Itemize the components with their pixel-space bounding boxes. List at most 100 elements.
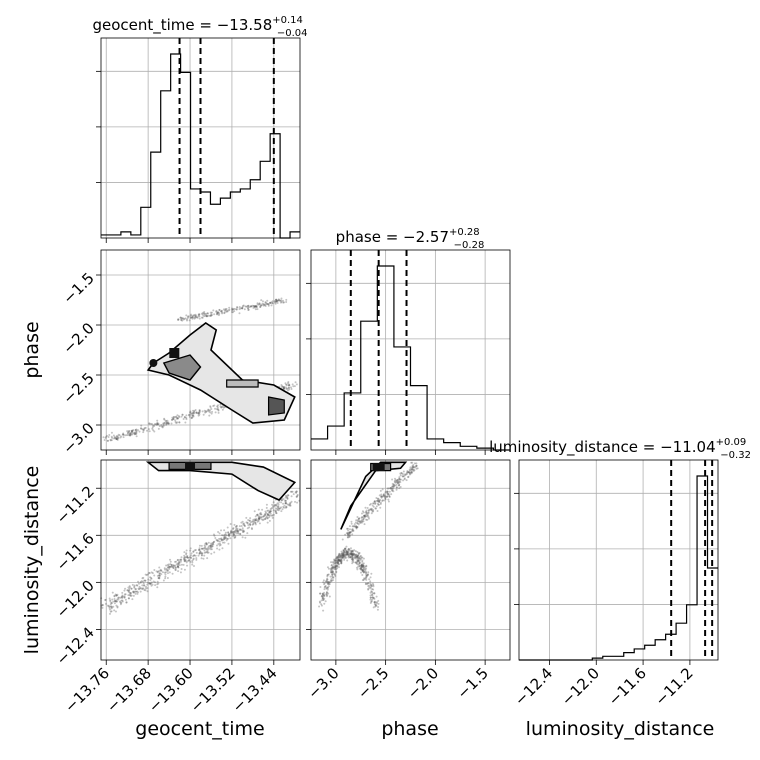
panel-luminosity-distance-vs-geocent-time-sample [220, 529, 223, 532]
panel-luminosity-distance-vs-phase-sample [330, 561, 333, 564]
panel-luminosity-distance-vs-phase-sample [356, 520, 359, 523]
panel-luminosity-distance-vs-geocent-time-sample [212, 541, 215, 544]
panel-phase-vs-geocent-time-sample [247, 307, 250, 310]
panel-phase-vs-geocent-time-sample [293, 385, 296, 388]
panel-phase-vs-geocent-time-sample [158, 425, 161, 428]
panel-phase-vs-geocent-time-contour-outer [146, 322, 296, 424]
panel-luminosity-distance-vs-geocent-time-sample [223, 537, 226, 540]
panel-luminosity-distance-vs-geocent-time-sample [118, 600, 121, 603]
panel-luminosity-distance-vs-phase-sample [391, 485, 394, 488]
panel-phase-vs-geocent-time-sample [201, 316, 204, 319]
panel-luminosity-distance-vs-phase-sample [372, 585, 375, 588]
panel-luminosity-distance-vs-geocent-time-sample [189, 560, 192, 563]
panel-phase-vs-geocent-time-contour-mid [162, 354, 202, 381]
panel-luminosity-distance-vs-phase-sample [372, 596, 375, 599]
panel-luminosity-distance-vs-phase-sample [361, 568, 364, 571]
panel-luminosity-distance-vs-phase-sample [343, 558, 346, 561]
panel-luminosity-distance-vs-phase-sample [366, 574, 369, 577]
panel-phase-vs-geocent-time-sample [223, 406, 226, 409]
panel-luminosity-distance-vs-phase-sample [353, 553, 356, 556]
panel-luminosity-distance-vs-geocent-time-sample [113, 598, 116, 601]
panel-luminosity-distance-vs-phase-sample [364, 568, 367, 571]
panel-luminosity-distance-vs-phase-sample [358, 564, 361, 567]
panel-luminosity-distance-vs-geocent-time-sample [180, 563, 183, 566]
panel-luminosity-distance-vs-geocent-time-sample [128, 587, 131, 590]
panel-luminosity-distance-vs-geocent-time-sample [186, 555, 189, 558]
panel-luminosity-distance-vs-phase-sample [388, 490, 391, 493]
panel-phase-vs-geocent-time-sample [193, 410, 196, 413]
panel-phase-vs-geocent-time-sample [187, 413, 190, 416]
panel-luminosity-distance-vs-phase-sample [410, 471, 413, 474]
panel-luminosity-distance-vs-phase-sample [372, 502, 375, 505]
panel-luminosity-distance-vs-phase-sample [357, 552, 360, 555]
panel-luminosity-distance-vs-geocent-time-sample [270, 510, 273, 513]
panel-luminosity-distance-vs-phase-sample [351, 528, 354, 531]
panel-luminosity-distance-vs-geocent-time-sample [226, 526, 229, 529]
panel-phase-vs-geocent-time-sample [156, 422, 159, 425]
panel-luminosity-distance-vs-geocent-time-sample [286, 503, 289, 506]
panel-luminosity-distance-vs-phase-sample [348, 534, 351, 537]
panel-phase-vs-geocent-time-sample [225, 308, 228, 311]
panel-luminosity-distance-vs-phase-sample [373, 600, 376, 603]
panel-phase-vs-geocent-time-sample [198, 411, 201, 414]
panel-phase-vs-geocent-time-sample [215, 408, 218, 411]
panel-luminosity-distance-vs-geocent-time-sample [232, 531, 235, 534]
panel-luminosity-distance-vs-geocent-time-sample [119, 601, 122, 604]
panel-luminosity-distance-vs-geocent-time-sample [254, 521, 257, 524]
panel-phase-vs-geocent-time-sample [191, 317, 194, 320]
panel-luminosity-distance-vs-phase-sample [362, 571, 365, 574]
panel-luminosity-distance-vs-phase-sample [348, 532, 351, 535]
panel-luminosity-distance-vs-geocent-time-sample [158, 577, 161, 580]
panel-luminosity-distance-vs-phase-sample [394, 481, 397, 484]
panel-luminosity-distance-vs-geocent-time-sample [149, 579, 152, 582]
panel-luminosity-distance-vs-geocent-time-sample [132, 594, 135, 597]
panel-luminosity-distance-vs-phase-sample [367, 517, 370, 520]
panel-luminosity-distance-vs-phase-sample [337, 562, 340, 565]
panel-luminosity-distance-vs-geocent-time-sample [286, 497, 289, 500]
panel-luminosity-distance-vs-geocent-time-sample [132, 591, 135, 594]
panel-luminosity-distance-vs-geocent-time-sample [185, 561, 188, 564]
panel-luminosity-distance-vs-phase-sample [321, 593, 324, 596]
panel-luminosity-distance-vs-phase-sample [399, 486, 402, 489]
panel-luminosity-distance-vs-phase-sample [326, 594, 329, 597]
panel-phase-vs-geocent-time-sample [194, 409, 197, 412]
panel-luminosity-distance-vs-phase-sample [399, 474, 402, 477]
panel-luminosity-distance-vs-geocent-time-sample [252, 520, 255, 523]
panel-phase-vs-geocent-time-sample [129, 432, 132, 435]
panel-phase-vs-geocent-time-sample [129, 434, 132, 437]
panel-luminosity-distance-vs-phase-sample [352, 552, 355, 555]
panel-phase-vs-geocent-time-sample [131, 429, 134, 432]
panel-luminosity-distance-vs-phase-sample [384, 497, 387, 500]
panel-luminosity-distance-vs-geocent-time-sample [203, 547, 206, 550]
panel-luminosity-distance-vs-phase-sample [339, 556, 342, 559]
panel-luminosity-distance-vs-geocent-time-sample [223, 537, 226, 540]
panel-luminosity-distance-vs-phase-sample [360, 519, 363, 522]
panel-luminosity-distance-vs-phase-sample [415, 465, 418, 468]
panel-phase-vs-geocent-time-sample [122, 432, 125, 435]
panel-phase-vs-geocent-time-contour-band [226, 379, 259, 388]
panel-luminosity-distance-vs-phase-sample [351, 560, 354, 563]
panel-luminosity-distance-vs-geocent-time-sample [241, 530, 244, 533]
panel-luminosity-distance-vs-geocent-time-sample [182, 558, 185, 561]
panel-phase-vs-geocent-time-sample [207, 409, 210, 412]
panel-luminosity-distance-vs-phase-sample [356, 550, 359, 553]
panel-luminosity-distance-vs-geocent-time-sample [264, 517, 267, 520]
panel-luminosity-distance-vs-geocent-time-sample [242, 530, 245, 533]
panel-luminosity-distance-vs-phase-sample [398, 477, 401, 480]
panel-phase-vs-geocent-time-sample [244, 305, 247, 308]
panel-phase-vs-geocent-time-sample [178, 421, 181, 424]
panel-luminosity-distance-vs-geocent-time-sample [168, 565, 171, 568]
panel-luminosity-distance-vs-geocent-time-sample [230, 531, 233, 534]
panel-luminosity-distance-vs-geocent-time-sample [235, 527, 238, 530]
panel-luminosity-distance-vs-phase-sample [334, 568, 337, 571]
panel-phase-vs-geocent-time-sample [134, 429, 137, 432]
panel-phase-vs-geocent-time-sample [250, 305, 253, 308]
panel-luminosity-distance-vs-phase-sample [343, 554, 346, 557]
panel-luminosity-distance-vs-phase-sample [397, 480, 400, 483]
panel-luminosity-distance-vs-phase-sample [329, 567, 332, 570]
panel-phase-vs-geocent-time-sample [122, 436, 125, 439]
panel-luminosity-distance-vs-phase-sample [395, 480, 398, 483]
panel-luminosity-distance-vs-phase-sample [370, 593, 373, 596]
panel-phase-vs-geocent-time-sample [220, 310, 223, 313]
panel-luminosity-distance-vs-geocent-time-sample [121, 594, 124, 597]
